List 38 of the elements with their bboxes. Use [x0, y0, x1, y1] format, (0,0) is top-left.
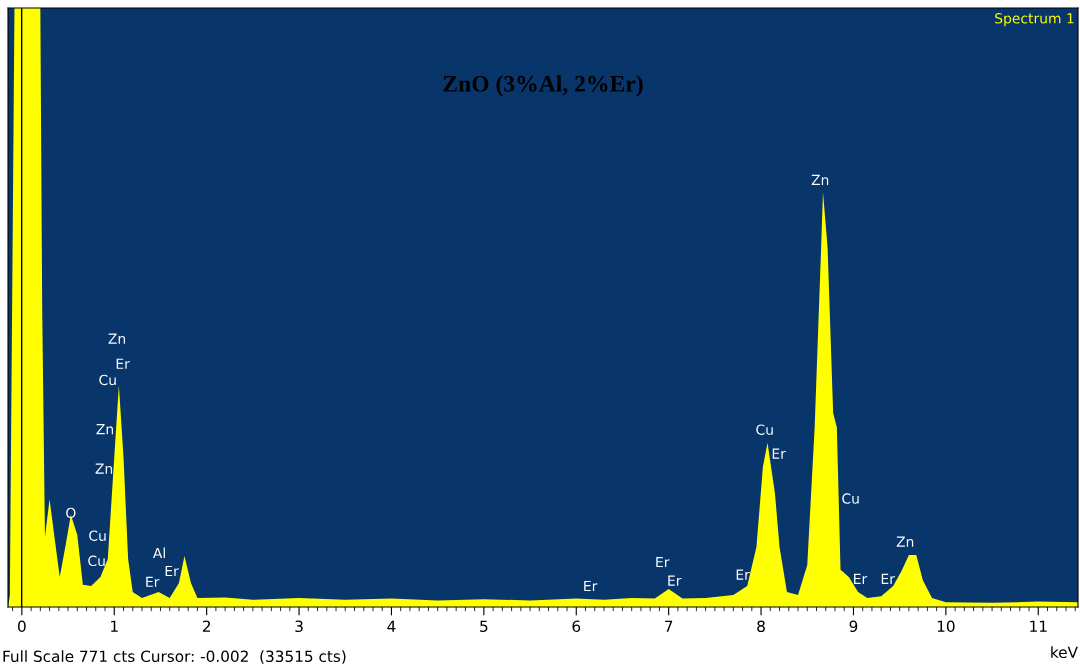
annotation: Zn	[96, 424, 113, 435]
annotation: Zn	[896, 536, 914, 547]
x-tick-label: 11	[1030, 620, 1047, 632]
text: Full Scale 771 cts Cursor: -0.002 (33515 cts)	[3, 650, 346, 664]
annotation: Al	[152, 547, 165, 559]
x-tick-label: 9	[849, 620, 858, 633]
annotation: Er	[668, 575, 682, 586]
annotation: O	[66, 507, 76, 519]
annotation: Cu	[842, 493, 859, 504]
annotation: Er	[165, 565, 179, 577]
x-tick-label: 8	[757, 620, 765, 633]
x-tick-label: 10	[937, 620, 955, 633]
annotation: Cu	[89, 530, 106, 541]
annotation: Cu	[99, 374, 116, 386]
annotation: Er	[146, 576, 160, 587]
annotation: Er	[656, 556, 670, 568]
x-axis-title: keV	[1051, 646, 1078, 659]
annotation: Er	[772, 448, 786, 459]
annotation: Zn	[811, 174, 829, 185]
x-tick-label: 5	[480, 620, 488, 633]
x-tick-label: 7	[665, 620, 673, 632]
x-tick-label: 2	[202, 620, 210, 632]
annotation: Er	[854, 573, 868, 584]
annotation: Spectrum 1	[995, 13, 1074, 27]
annotation: Zn	[108, 333, 126, 344]
annotation: Cu	[88, 555, 105, 567]
annotation: Er	[881, 573, 895, 584]
x-tick-label: 0	[18, 620, 26, 633]
text: ZnO (3%Al, 2%Er)	[443, 75, 643, 97]
annotation: Er	[116, 358, 130, 369]
annotation: Zn	[95, 463, 113, 474]
x-tick-label: 6	[572, 620, 581, 633]
x-tick-label: 4	[387, 620, 396, 632]
annotation: Er	[736, 569, 750, 580]
x-tick-label: 1	[111, 620, 118, 632]
annotation: Cu	[756, 424, 773, 435]
x-tick-label: 3	[295, 620, 303, 633]
annotation: Er	[584, 580, 598, 592]
